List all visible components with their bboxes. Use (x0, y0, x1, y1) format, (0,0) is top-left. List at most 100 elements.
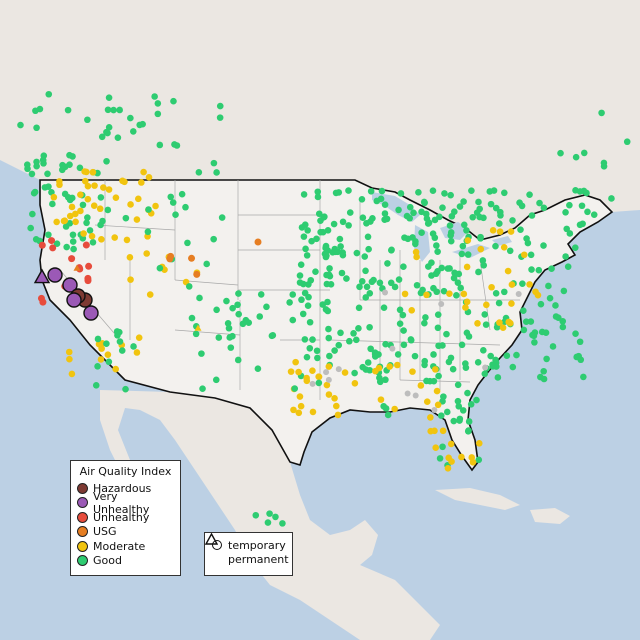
monitor-dot (156, 141, 164, 149)
monitor-dot (563, 225, 571, 233)
monitor-dot (61, 190, 69, 198)
monitor-dot (337, 329, 344, 337)
monitor-dot (154, 100, 162, 107)
monitor-dot (600, 162, 608, 170)
monitor-dot (333, 402, 340, 410)
monitor-dot (193, 270, 201, 278)
monitor-dot (490, 187, 498, 194)
monitor-dot (73, 264, 81, 271)
monitor-dot (454, 279, 462, 286)
monitor-dot (309, 367, 316, 374)
monitor-dot (439, 204, 446, 211)
monitor-dot (540, 367, 547, 375)
monitor-dot (315, 210, 323, 218)
monitor-dot (300, 280, 307, 288)
monitor-dot (178, 190, 186, 198)
monitor-dot (218, 214, 226, 221)
monitor-dot (562, 253, 569, 260)
monitor-dot (303, 377, 311, 385)
monitor-dot (306, 344, 314, 352)
monitor-dot (400, 327, 407, 334)
monitor-dot (98, 133, 106, 141)
monitor-dot (423, 291, 430, 299)
monitor-dots (17, 90, 631, 527)
monitor-dot (28, 170, 36, 178)
monitor-dot (564, 263, 572, 270)
monitor-dot (463, 298, 471, 306)
monitor-dot (446, 290, 453, 297)
monitor-dot (365, 245, 372, 253)
monitor-dot (292, 358, 299, 366)
monitor-dot (110, 106, 117, 114)
monitor-dot (377, 396, 385, 403)
monitor-dot (341, 369, 349, 376)
monitor-dot (216, 102, 224, 110)
monitor-dot (391, 283, 399, 291)
monitor-dot (68, 255, 76, 263)
monitor-dot (500, 243, 508, 251)
monitor-dot (210, 235, 217, 243)
monitor-dot (64, 106, 72, 114)
monitor-dot (557, 149, 564, 157)
monitor-dot (224, 319, 232, 327)
monitor-dot (104, 206, 112, 214)
monitor-dot (463, 329, 471, 337)
monitor-dot (213, 169, 220, 176)
monitor-dot (94, 335, 102, 343)
monitor-dot (431, 216, 439, 224)
monitor-dot (459, 242, 467, 250)
monitor-dot (433, 387, 441, 395)
monitor-dot (543, 355, 550, 363)
monitor-dot (326, 265, 333, 272)
monitor-dot (495, 299, 503, 307)
monitor-dot (98, 236, 105, 243)
monitor-dot (309, 380, 316, 387)
monitor-dot (482, 364, 489, 371)
monitor-dot (272, 513, 279, 521)
monitor-dot (338, 269, 346, 277)
monitor-dot (84, 214, 91, 221)
monitor-dot (552, 313, 560, 320)
monitor-dot (97, 221, 104, 229)
monitor-dot (476, 213, 483, 221)
legend-item-good: Good (77, 554, 174, 569)
monitor-dot (56, 181, 63, 189)
site-type-legend: temporary permanent (204, 532, 293, 576)
monitor-dot (90, 202, 98, 209)
legend-item-usg: USG (77, 525, 174, 540)
monitor-dot (368, 278, 376, 286)
monitor-dot (419, 286, 426, 294)
monitor-dot (297, 402, 305, 410)
monitor-dot (169, 199, 177, 206)
legend-item-hazardous: Hazardous (77, 481, 174, 496)
monitor-dot (463, 263, 471, 271)
monitor-dot (39, 156, 47, 164)
monitor-dot (580, 149, 588, 157)
monitor-dot (145, 206, 152, 213)
monitor-dot (383, 215, 391, 223)
monitor-dot (377, 195, 385, 203)
monitor-dot (127, 201, 134, 208)
monitor-dot (291, 385, 299, 392)
monitor-dot (364, 359, 372, 366)
monitor-dot (66, 292, 82, 308)
monitor-dot (289, 291, 297, 298)
monitor-dot (443, 408, 451, 416)
monitor-dot (48, 237, 56, 245)
monitor-dot (447, 354, 455, 362)
monitor-dot (314, 354, 321, 362)
monitor-dot (364, 233, 372, 241)
monitor-dot (376, 378, 384, 386)
monitor-dot (286, 299, 293, 306)
monitor-dot (287, 368, 295, 375)
monitor-dot (509, 217, 516, 224)
monitor-dot (467, 401, 475, 408)
monitor-dot (496, 319, 503, 326)
monitor-dot (447, 440, 455, 448)
monitor-dot (61, 217, 69, 224)
monitor-dot (559, 317, 567, 325)
monitor-dot (198, 350, 205, 357)
monitor-dot (331, 245, 339, 253)
legend-label: permanent (228, 553, 289, 567)
hispaniola-land (530, 508, 570, 524)
